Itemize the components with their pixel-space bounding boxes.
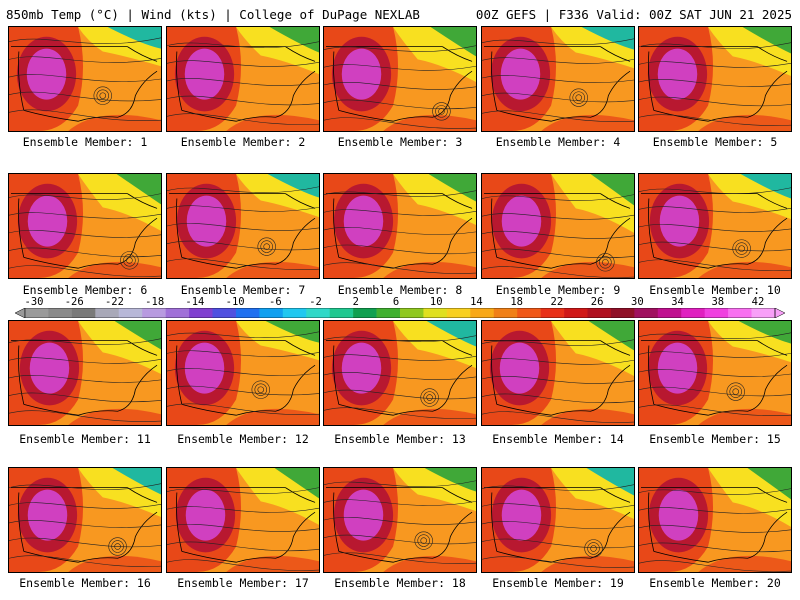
ensemble-member-map bbox=[638, 467, 792, 573]
colorbar-tick-label: 22 bbox=[550, 296, 564, 308]
ensemble-member-label: Ensemble Member: 3 bbox=[337, 135, 463, 149]
colorbar-segment bbox=[446, 308, 471, 318]
ensemble-member-map bbox=[481, 173, 635, 279]
ensemble-member-map bbox=[8, 26, 162, 132]
colorbar-segment bbox=[376, 308, 401, 318]
ensemble-member-label: Ensemble Member: 16 bbox=[19, 576, 151, 590]
colorbar-segment bbox=[470, 308, 495, 318]
colorbar-tick-label: 14 bbox=[470, 296, 483, 308]
ensemble-member-map bbox=[638, 173, 792, 279]
colorbar-segment bbox=[681, 308, 705, 318]
ensemble-member-map bbox=[481, 320, 635, 426]
ensemble-member-label: Ensemble Member: 2 bbox=[180, 135, 306, 149]
colorbar-segment bbox=[142, 308, 166, 318]
colorbar-segment bbox=[282, 308, 307, 318]
ensemble-member-map bbox=[166, 173, 320, 279]
ensemble-member-map bbox=[481, 467, 635, 573]
colorbar-tick-label: 38 bbox=[711, 296, 725, 308]
colorbar-tick-label: -10 bbox=[225, 296, 245, 308]
ensemble-member-label: Ensemble Member: 10 bbox=[649, 283, 781, 297]
colorbar-low-arrow bbox=[15, 308, 26, 318]
run-valid-time: 00Z GEFS | F336 Valid: 00Z SAT JUN 21 20… bbox=[475, 7, 792, 22]
ensemble-member-label: Ensemble Member: 7 bbox=[180, 283, 306, 297]
ensemble-member-map bbox=[8, 467, 162, 573]
colorbar-tick-label: -30 bbox=[24, 296, 44, 308]
ensemble-member-label: Ensemble Member: 4 bbox=[495, 135, 621, 149]
colorbar-segment bbox=[118, 308, 143, 318]
ensemble-member-label: Ensemble Member: 17 bbox=[177, 576, 309, 590]
color-scale-bar bbox=[15, 308, 785, 318]
ensemble-member-label: Ensemble Member: 6 bbox=[22, 283, 148, 297]
ensemble-member-label: Ensemble Member: 8 bbox=[337, 283, 463, 297]
ensemble-member-label: Ensemble Member: 18 bbox=[334, 576, 466, 590]
ensemble-member-map bbox=[323, 467, 477, 573]
ensemble-member-label: Ensemble Member: 11 bbox=[19, 432, 151, 446]
colorbar-segment bbox=[657, 308, 682, 318]
ensemble-member-map bbox=[323, 26, 477, 132]
colorbar-segment bbox=[423, 308, 448, 318]
colorbar-segment bbox=[259, 308, 284, 318]
colorbar-tick-label: 30 bbox=[631, 296, 644, 308]
colorbar-tick-label: 18 bbox=[510, 296, 523, 308]
ensemble-member-map bbox=[8, 173, 162, 279]
colorbar-segment bbox=[751, 308, 776, 318]
colorbar-segment bbox=[493, 308, 518, 318]
colorbar-segment bbox=[48, 308, 73, 318]
colorbar-segment bbox=[71, 308, 96, 318]
colorbar-tick-label: -6 bbox=[269, 296, 282, 308]
ensemble-member-map bbox=[166, 320, 320, 426]
ensemble-member-label: Ensemble Member: 13 bbox=[334, 432, 466, 446]
colorbar-high-arrow bbox=[774, 308, 785, 318]
colorbar-segment bbox=[517, 308, 541, 318]
ensemble-member-label: Ensemble Member: 19 bbox=[492, 576, 624, 590]
colorbar-segment bbox=[165, 308, 190, 318]
colorbar-segment bbox=[353, 308, 377, 318]
ensemble-member-label: Ensemble Member: 9 bbox=[495, 283, 621, 297]
colorbar-segment bbox=[728, 308, 752, 318]
colorbar-segment bbox=[189, 308, 213, 318]
ensemble-member-label: Ensemble Member: 5 bbox=[652, 135, 778, 149]
ensemble-member-map bbox=[638, 320, 792, 426]
colorbar-segment bbox=[587, 308, 612, 318]
colorbar-segment bbox=[400, 308, 424, 318]
map-title: 850mb Temp (°C) | Wind (kts) | College o… bbox=[6, 7, 420, 22]
ensemble-member-map bbox=[638, 26, 792, 132]
colorbar-segment bbox=[704, 308, 729, 318]
colorbar-segment bbox=[235, 308, 260, 318]
colorbar-tick-label: 34 bbox=[671, 296, 684, 308]
colorbar-segment bbox=[564, 308, 588, 318]
colorbar-tick-label: 42 bbox=[751, 296, 765, 308]
colorbar-tick-label: 10 bbox=[429, 296, 443, 308]
colorbar-tick-label: 2 bbox=[352, 296, 359, 308]
colorbar-tick-label: -18 bbox=[145, 296, 165, 308]
colorbar-tick-label: 6 bbox=[392, 296, 400, 308]
colorbar-tick-label: 26 bbox=[590, 296, 604, 308]
colorbar-tick-label: -26 bbox=[64, 296, 84, 308]
ensemble-member-label: Ensemble Member: 20 bbox=[649, 576, 781, 590]
colorbar-segment bbox=[25, 308, 49, 318]
ensemble-member-map bbox=[323, 173, 477, 279]
colorbar-tick-label: -22 bbox=[104, 296, 124, 308]
ensemble-member-map bbox=[323, 320, 477, 426]
ensemble-member-map bbox=[166, 467, 320, 573]
colorbar-segment bbox=[306, 308, 330, 318]
colorbar-segment bbox=[610, 308, 635, 318]
colorbar-segment bbox=[634, 308, 659, 318]
colorbar-tick-label: -2 bbox=[309, 296, 322, 308]
colorbar-segment bbox=[212, 308, 237, 318]
ensemble-member-map bbox=[166, 26, 320, 132]
ensemble-member-label: Ensemble Member: 1 bbox=[22, 135, 148, 149]
colorbar-segment bbox=[540, 308, 565, 318]
ensemble-member-label: Ensemble Member: 14 bbox=[492, 432, 624, 446]
colorbar-segment bbox=[329, 308, 354, 318]
ensemble-member-label: Ensemble Member: 15 bbox=[649, 432, 781, 446]
ensemble-member-map bbox=[8, 320, 162, 426]
colorbar-segment bbox=[95, 308, 120, 318]
ensemble-member-map bbox=[481, 26, 635, 132]
ensemble-member-label: Ensemble Member: 12 bbox=[177, 432, 309, 446]
colorbar-tick-label: -14 bbox=[185, 296, 205, 308]
